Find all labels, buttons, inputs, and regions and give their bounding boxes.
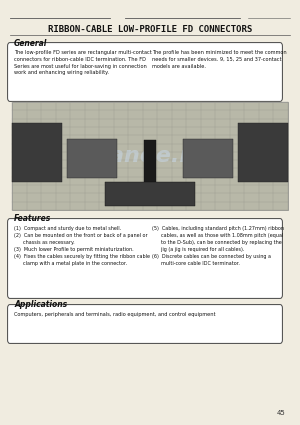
FancyBboxPatch shape — [8, 218, 282, 298]
Bar — [12, 122, 62, 182]
Bar — [183, 139, 233, 178]
Text: Sande.ru: Sande.ru — [93, 146, 207, 166]
Text: Features: Features — [14, 214, 51, 223]
Text: RIBBON-CABLE LOW-PROFILE FD CONNECTORS: RIBBON-CABLE LOW-PROFILE FD CONNECTORS — [48, 25, 252, 34]
FancyBboxPatch shape — [8, 42, 282, 102]
Bar — [144, 140, 156, 199]
Text: (1)  Compact and sturdy due to metal shell.
(2)  Can be mounted on the front or : (1) Compact and sturdy due to metal shel… — [14, 226, 150, 266]
Text: Applications: Applications — [14, 300, 67, 309]
Bar — [12, 102, 288, 210]
Text: General: General — [14, 39, 47, 48]
Bar — [238, 122, 288, 182]
Text: 45: 45 — [276, 410, 285, 416]
Text: The low-profile FD series are rectangular multi-contact
connectors for ribbon-ca: The low-profile FD series are rectangula… — [14, 50, 152, 75]
Bar — [105, 182, 195, 206]
Text: Computers, peripherals and terminals, radio equipment, and control equipment: Computers, peripherals and terminals, ra… — [14, 312, 215, 317]
FancyBboxPatch shape — [8, 305, 282, 343]
Text: The profile has been minimized to meet the common
needs for smaller devices. 9, : The profile has been minimized to meet t… — [152, 50, 286, 68]
Text: (5)  Cables, including standard pitch (1.27mm) ribbon
      cables, as well as t: (5) Cables, including standard pitch (1.… — [152, 226, 284, 266]
Bar — [67, 139, 117, 178]
